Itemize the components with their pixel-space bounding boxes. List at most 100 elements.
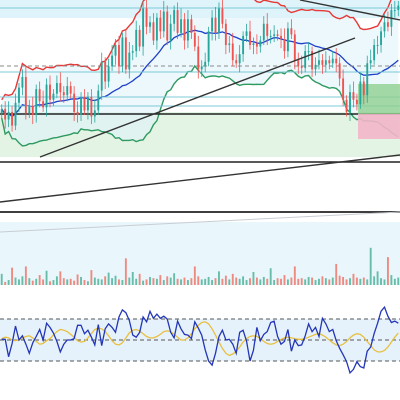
- volume-bar: [252, 271, 255, 285]
- candle-body: [42, 101, 45, 108]
- volume-bar: [393, 278, 396, 285]
- volume-bar: [193, 266, 196, 285]
- candle-body: [362, 81, 365, 96]
- candle-body: [259, 40, 262, 47]
- position-box: [358, 84, 400, 139]
- candle-body: [152, 22, 155, 41]
- candle-body: [218, 8, 220, 33]
- candle-body: [273, 34, 276, 36]
- oscillator-panel: [0, 305, 400, 375]
- uptrend-line: [39, 37, 356, 158]
- volume-bar: [107, 272, 110, 285]
- volume-bar: [324, 278, 327, 285]
- volume-bar: [73, 280, 76, 285]
- volume-bar: [207, 276, 210, 285]
- volume-bar: [304, 279, 307, 285]
- candle-body: [186, 19, 189, 41]
- candle-body: [55, 83, 58, 94]
- candle-body: [124, 37, 127, 70]
- candle-body: [97, 90, 100, 111]
- candle-body: [83, 98, 86, 111]
- candle-body: [166, 11, 169, 41]
- candle-body: [318, 60, 320, 65]
- candle-body: [66, 86, 69, 96]
- candle-body: [314, 64, 317, 70]
- candle-body: [190, 19, 193, 33]
- volume-bar: [66, 279, 69, 285]
- candle-body: [173, 10, 176, 24]
- volume-bar: [24, 266, 27, 285]
- candle-body: [349, 92, 351, 112]
- candle-body: [331, 58, 334, 64]
- candle-body: [280, 35, 282, 39]
- volume-bar: [297, 278, 300, 285]
- candle-body: [73, 93, 76, 112]
- candle-body: [111, 55, 114, 67]
- volume-bar: [318, 278, 320, 285]
- volume-bar: [255, 277, 258, 285]
- candle-body: [28, 105, 31, 114]
- candle-body: [386, 22, 389, 27]
- candle-body: [162, 11, 165, 32]
- volume-bar: [355, 277, 358, 285]
- candle-body: [286, 28, 289, 52]
- candle-body: [176, 10, 179, 33]
- volume-bar: [186, 280, 189, 285]
- candle-body: [283, 38, 286, 52]
- volume-bar: [238, 278, 241, 285]
- candle-body: [142, 8, 145, 47]
- candle-body: [249, 31, 251, 46]
- candle-body: [238, 54, 241, 64]
- candle-body: [328, 60, 331, 64]
- candle-body: [104, 61, 107, 82]
- volume-bar: [190, 278, 193, 285]
- volume-bar: [4, 281, 7, 285]
- candle-body: [383, 22, 386, 32]
- candle-body: [352, 92, 355, 100]
- volume-bar: [49, 281, 51, 285]
- volume-bar: [14, 277, 17, 285]
- volume-bar: [135, 278, 138, 285]
- candle-body: [0, 108, 3, 114]
- volume-bar: [307, 276, 310, 285]
- candle-body: [345, 99, 348, 112]
- candle-body: [11, 111, 14, 126]
- volume-bar: [62, 278, 65, 285]
- volume-bar: [273, 280, 276, 285]
- volume-bar: [173, 273, 176, 285]
- volume-bar: [286, 279, 289, 285]
- volume-bar: [249, 278, 251, 285]
- candle-body: [300, 66, 303, 68]
- volume-bar: [386, 257, 389, 285]
- bollinger-upper-line: [1, 0, 392, 101]
- volume-bar: [90, 270, 93, 285]
- volume-bar: [366, 279, 369, 285]
- oscillator-signal-line: [1, 321, 399, 357]
- candle-body: [149, 22, 151, 27]
- trendlines: [0, 0, 400, 203]
- candle-body: [128, 52, 131, 70]
- candle-body: [304, 51, 307, 68]
- volume-bar: [69, 278, 72, 285]
- candle-body: [262, 23, 265, 41]
- candle-body: [293, 34, 296, 61]
- long-trend-line: [0, 154, 400, 203]
- volume-bar: [345, 279, 348, 285]
- candle-body: [159, 17, 162, 32]
- volume-bar: [269, 268, 272, 285]
- volume-bar: [300, 278, 303, 285]
- candle-body: [107, 66, 110, 82]
- volume-bar: [283, 275, 286, 285]
- candle-body: [193, 32, 196, 47]
- volume-bar: [211, 280, 214, 285]
- candle-body: [380, 31, 382, 46]
- candle-body: [49, 84, 51, 100]
- resistance-trend-line: [299, 0, 400, 21]
- volume-bar: [152, 278, 155, 285]
- volume-bar: [231, 273, 234, 285]
- volume-bar: [321, 276, 324, 285]
- candle-body: [31, 105, 34, 115]
- volume-bar: [280, 278, 282, 285]
